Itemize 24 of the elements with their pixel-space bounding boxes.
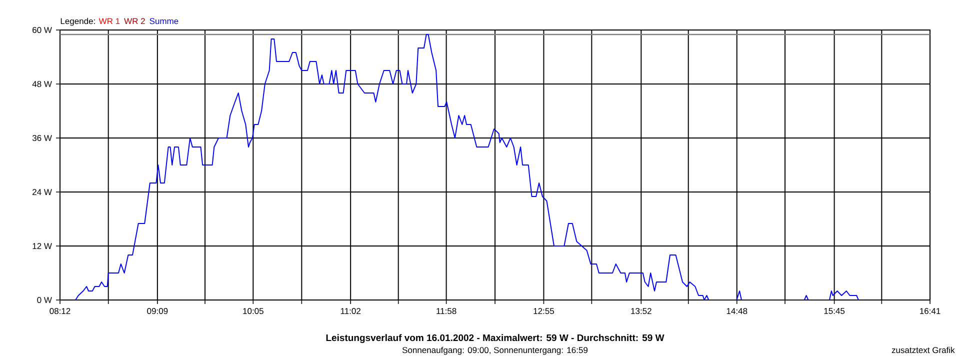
x-tick-label: 13:52 — [631, 308, 652, 314]
legend-title: Legende: — [60, 18, 95, 26]
y-tick-label: 24 W — [32, 189, 52, 195]
line-series — [74, 34, 860, 300]
x-tick-label: 14:48 — [726, 308, 748, 314]
y-tick-label: 60 W — [32, 26, 52, 34]
x-tick-label: 12:55 — [534, 308, 554, 314]
x-tick-label: 09:09 — [147, 308, 168, 314]
x-tick-label: 10:05 — [243, 308, 264, 314]
y-tick-label: 12 W — [32, 243, 52, 249]
text: Summe — [150, 18, 178, 24]
text: Sonnenaufgang: 09:00, Sonnenuntergang: 16:59 — [402, 346, 588, 355]
x-tick-label: 11:02 — [340, 308, 360, 314]
x-tick-label: 08:12 — [50, 308, 70, 314]
x-tick-label: 16:41 — [920, 308, 940, 314]
text: zusatztext Grafik — [892, 346, 955, 354]
x-tick-label: 15:45 — [824, 308, 845, 314]
x-tick-label: 11:58 — [436, 308, 456, 314]
legend-label: WR 1 — [98, 18, 120, 24]
y-tick-label: 36 W — [32, 134, 52, 142]
y-tick-label: 0 W — [37, 296, 52, 304]
legend-label: WR 2 — [124, 18, 145, 24]
text: Leistungsverlauf vom 16.01.2002 - Maximalwert: 59 W - Durchschnitt: 59 W — [326, 334, 664, 344]
y-tick-label: 48 W — [32, 80, 52, 88]
